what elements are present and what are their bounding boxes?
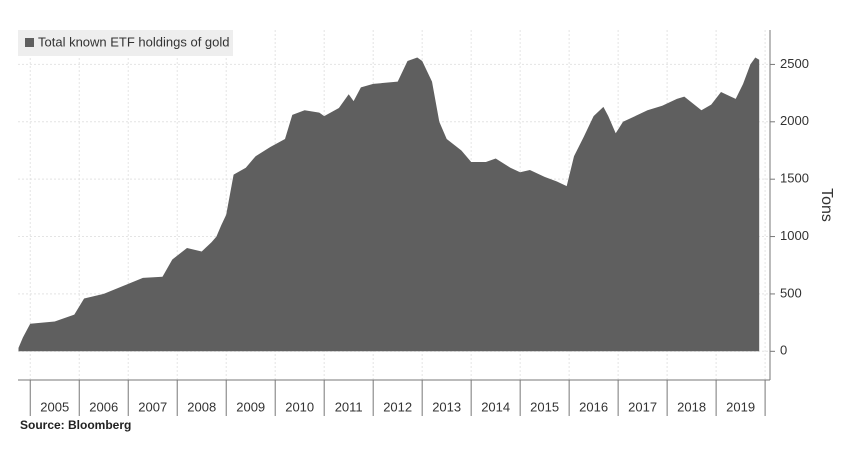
x-tick-label: 2017 xyxy=(628,399,657,414)
legend-swatch xyxy=(25,38,34,47)
y-tick-label: 1000 xyxy=(780,228,809,243)
y-tick-label: 500 xyxy=(780,285,802,300)
x-tick-label: 2011 xyxy=(335,399,363,414)
x-tick-label: 2014 xyxy=(481,399,510,414)
plot xyxy=(18,30,771,381)
x-tick-label: 2012 xyxy=(383,399,412,414)
x-tick-label: 2018 xyxy=(677,399,706,414)
x-tick-label: 2015 xyxy=(530,399,559,414)
x-tick-label: 2006 xyxy=(89,399,118,414)
y-tick-label: 2500 xyxy=(780,56,809,71)
legend-box xyxy=(18,30,233,56)
legend-label: Total known ETF holdings of gold xyxy=(38,34,230,49)
y-tick-label: 2000 xyxy=(780,113,809,128)
x-tick-label: 2019 xyxy=(726,399,755,414)
area xyxy=(18,57,760,352)
x-tick-label: 2013 xyxy=(432,399,461,414)
y-tick-label: 1500 xyxy=(780,171,809,186)
y-axis-label: Tons xyxy=(818,188,835,222)
x-tick-label: 2008 xyxy=(187,399,216,414)
x-tick-label: 2005 xyxy=(40,399,69,414)
x-tick-label: 2016 xyxy=(579,399,608,414)
y-tick-label: 0 xyxy=(780,343,787,358)
x-tick-label: 2009 xyxy=(236,399,265,414)
x-tick-label: 2007 xyxy=(138,399,167,414)
source: Source: Bloomberg xyxy=(20,418,131,432)
x-tick-label: 2010 xyxy=(285,399,314,414)
